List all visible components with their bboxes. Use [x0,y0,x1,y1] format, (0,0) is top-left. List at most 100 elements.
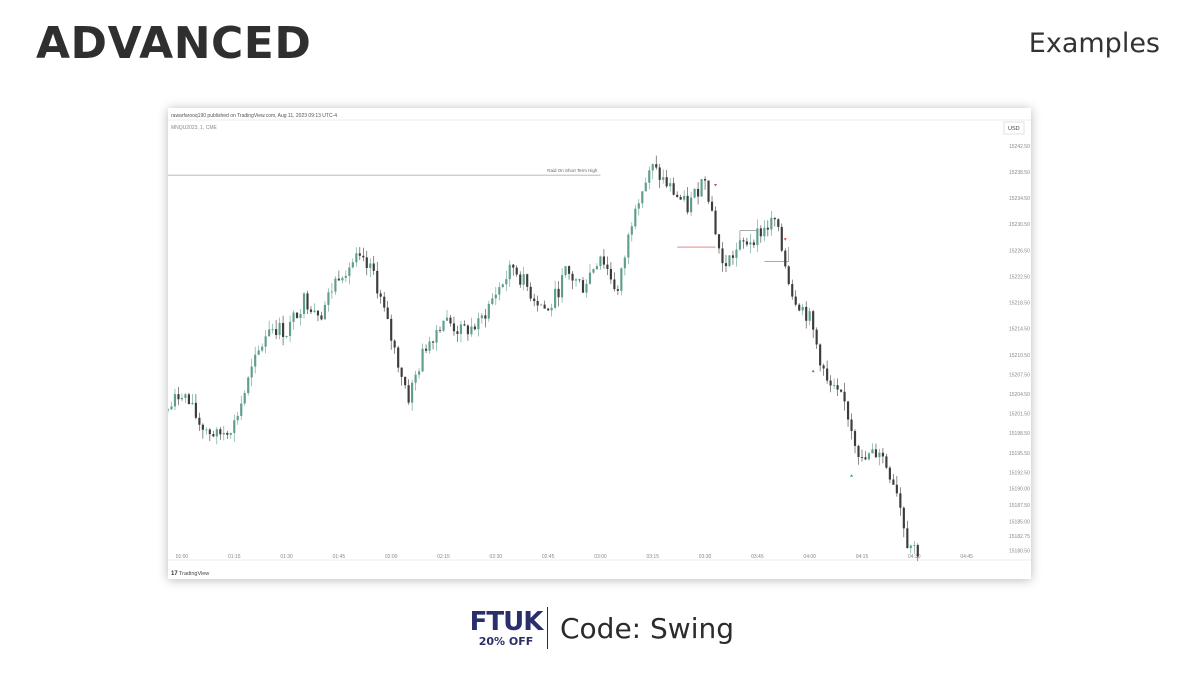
candle-body [330,291,333,293]
x-tick-label: 03:15 [646,554,659,560]
candle-body [815,329,818,345]
candle-body [557,288,560,298]
candle-body [236,415,239,421]
candle-body [393,340,396,348]
candle-body [487,303,490,319]
x-tick-label: 02:15 [437,554,450,560]
candle-body [843,391,846,402]
candle-body [881,452,884,457]
candle-body [571,273,574,281]
y-tick-label: 15182.75 [1009,534,1030,540]
y-tick-label: 15207.50 [1009,372,1030,378]
x-tick-label: 04:30 [908,554,921,560]
candle-body [372,263,375,271]
candle-body [721,248,724,264]
candle-body [808,311,811,321]
candle-body [184,394,187,398]
candle-body [630,226,633,235]
candle-body [819,344,822,366]
y-tick-label: 15226.50 [1009,248,1030,254]
candle-body [822,365,825,369]
candle-body [438,330,442,331]
candle-body [355,253,358,263]
candle-body [700,179,703,197]
candle-body [519,274,522,285]
candle-body [337,278,340,281]
candle-body [874,449,878,458]
candle-body [547,308,550,311]
candle-body [463,324,466,326]
candle-body [651,164,654,171]
candle-body [383,296,386,308]
candle-body [784,250,787,267]
y-tick-label: 15192.50 [1009,470,1030,476]
candle-body [620,268,623,291]
candle-body [578,279,581,281]
candle-body [173,394,177,407]
candle-body [295,312,299,318]
candle-body [871,449,874,454]
candle-body [187,394,191,404]
candle-body [491,298,494,304]
candle-body [498,287,501,295]
candle-body [585,283,588,293]
y-tick-label: 15218.50 [1009,301,1030,307]
candle-body [466,325,469,335]
structure-line [764,247,790,262]
candle-body [414,374,417,383]
x-tick-label: 02:30 [490,554,503,560]
candle-body [564,266,567,276]
candle-body [756,228,759,246]
ftuk-logo: FTUK 20% OFF [470,609,544,648]
candle-body [770,217,773,230]
y-tick-label: 15242.50 [1009,144,1030,150]
candlestick-chart: rawarfarooq190 published on TradingView.… [168,113,1031,577]
candle-body [379,293,382,297]
candle-body [909,545,912,549]
y-tick-label: 15238.50 [1009,170,1030,176]
candle-body [376,270,379,294]
candle-body [867,453,871,460]
candle-body [794,296,797,305]
candle-body [857,445,860,458]
candle-body [247,377,250,394]
candle-body [327,292,330,305]
candle-body [226,432,229,435]
y-tick-label: 15210.50 [1009,353,1030,359]
candle-body [574,279,578,281]
candle-body [599,256,602,267]
candle-body [829,380,832,386]
candle-body [201,424,204,430]
candle-body [512,264,515,268]
currency-label: USD [1008,126,1020,132]
x-tick-label: 01:30 [280,554,293,560]
candle-body [292,312,295,322]
candle-body [261,346,264,351]
candle-body [515,267,518,275]
candle-body [278,323,281,335]
candle-body [745,241,748,245]
candle-body [170,406,173,410]
level-lines: Raid On Short Term High [168,168,790,262]
candle-body [655,164,658,168]
candle-body [404,376,407,386]
candle-body [846,401,850,420]
candle-body [257,350,260,355]
candle-body [637,203,640,209]
y-tick-label: 15204.50 [1009,392,1030,398]
candle-body [480,315,483,319]
candle-body [369,263,372,268]
sell-marker [783,238,787,241]
candle-body [470,326,473,335]
candle-body [623,257,626,269]
candle-body [341,277,344,281]
candle-body [850,419,853,432]
candle-body [198,417,201,425]
candle-body [658,167,661,180]
candle-body [697,188,700,197]
symbol-line: MNQU2023, 1, CME [171,125,218,131]
candle-body [595,266,599,270]
candle-body [899,493,902,508]
candle-body [285,335,288,337]
candle-body [254,354,257,367]
